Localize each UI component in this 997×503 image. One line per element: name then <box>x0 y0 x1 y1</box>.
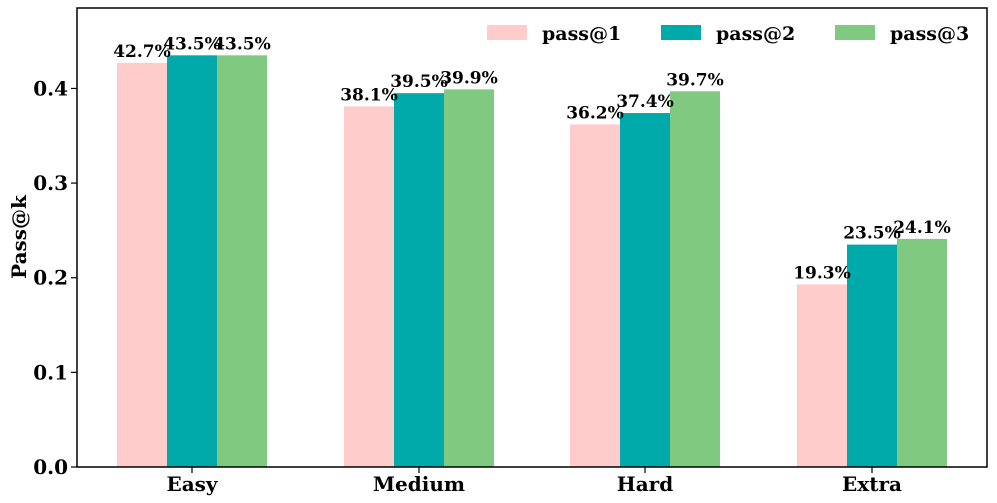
legend-label-pass-1: pass@1 <box>542 23 621 45</box>
data-label-pass-2-hard: 37.4% <box>616 92 674 112</box>
bar-pass-2-medium <box>394 93 444 467</box>
bar-pass-3-medium <box>444 89 494 467</box>
legend: pass@1 pass@2 pass@3 <box>487 23 969 45</box>
x-tick-label-hard: Hard <box>617 472 673 496</box>
data-label-pass-1-easy: 42.7% <box>113 42 171 62</box>
bar-pass-1-medium <box>344 106 394 467</box>
data-label-pass-1-extra: 19.3% <box>793 263 851 283</box>
legend-swatch-pass-2 <box>661 25 701 40</box>
legend-swatch-pass-3 <box>835 25 875 40</box>
bar-pass-1-hard <box>570 124 620 467</box>
data-label-pass-2-medium: 39.5% <box>390 72 448 92</box>
bar-pass-3-extra <box>897 238 947 467</box>
bar-pass-1-extra <box>797 284 847 467</box>
x-tick-label-medium: Medium <box>373 472 465 496</box>
y-tick-label: 0.0 <box>33 455 68 479</box>
y-tick-label: 0.4 <box>33 76 68 100</box>
bars-group <box>117 55 947 468</box>
x-tick-label-easy: Easy <box>166 472 218 496</box>
y-axis-title: Pass@k <box>7 194 31 279</box>
data-labels-group: 42.7%43.5%43.5%38.1%39.5%39.9%36.2%37.4%… <box>113 34 951 283</box>
data-label-pass-1-hard: 36.2% <box>566 103 624 123</box>
bar-pass-1-easy <box>117 62 167 468</box>
data-label-pass-3-extra: 24.1% <box>893 218 951 238</box>
plot-frame <box>76 7 988 468</box>
data-label-pass-2-extra: 23.5% <box>843 224 901 244</box>
bar-pass-2-hard <box>620 113 670 467</box>
legend-label-pass-2: pass@2 <box>716 23 795 45</box>
bar-pass-2-easy <box>167 55 217 468</box>
data-label-pass-3-easy: 43.5% <box>213 34 271 54</box>
data-label-pass-1-medium: 38.1% <box>340 85 398 105</box>
x-tick-label-extra: Extra <box>842 472 902 496</box>
data-label-pass-3-hard: 39.7% <box>666 70 724 90</box>
bar-pass-3-hard <box>670 91 720 467</box>
x-axis: Easy Medium Hard Extra <box>166 467 902 496</box>
data-label-pass-3-medium: 39.9% <box>440 68 498 88</box>
legend-label-pass-3: pass@3 <box>890 23 969 45</box>
y-tick-label: 0.3 <box>33 171 68 195</box>
y-tick-label: 0.1 <box>33 360 68 384</box>
bar-pass-3-easy <box>217 55 267 468</box>
y-tick-label: 0.2 <box>33 266 68 290</box>
data-label-pass-2-easy: 43.5% <box>163 34 221 54</box>
legend-swatch-pass-1 <box>487 25 527 40</box>
y-axis: 0.0 0.1 0.2 0.3 0.4 <box>33 76 77 479</box>
bar-pass-2-extra <box>847 244 897 467</box>
